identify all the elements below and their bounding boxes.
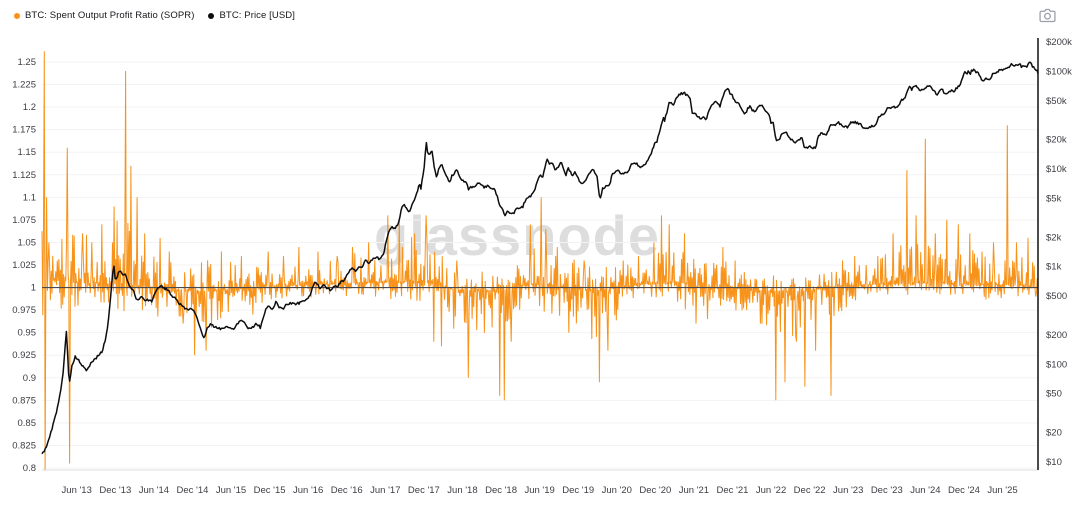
axis-tick-label: Jun '15 — [216, 485, 246, 496]
axis-tick-label: Dec '18 — [485, 485, 517, 496]
axis-tick-label: Jun '20 — [602, 485, 632, 496]
axis-tick-label: $1k — [1046, 262, 1062, 273]
axis-tick-label: Jun '25 — [987, 485, 1017, 496]
axis-tick-label: $200 — [1046, 330, 1067, 341]
sopr-series-dot-icon — [14, 12, 20, 19]
sopr-series-line — [41, 51, 1039, 471]
axis-tick-label: $100 — [1046, 359, 1067, 370]
axis-tick-label: $200k — [1046, 37, 1072, 48]
axis-tick-label: Jun '22 — [756, 485, 786, 496]
axis-tick-label: Jun '13 — [62, 485, 92, 496]
axis-tick-label: Dec '13 — [99, 485, 131, 496]
axis-tick-label: 0.8 — [23, 463, 36, 474]
legend-label-sopr: BTC: Spent Output Profit Ratio (SOPR) — [25, 10, 195, 21]
axis-tick-label: 1.2 — [23, 102, 36, 113]
axis-tick-label: $5k — [1046, 193, 1062, 204]
axis-tick-label: $500 — [1046, 291, 1067, 302]
axis-tick-label: 1.025 — [12, 260, 36, 271]
glassnode-watermark: glassnode — [374, 204, 660, 267]
axis-tick-label: $50k — [1046, 96, 1067, 107]
legend-item-sopr[interactable]: BTC: Spent Output Profit Ratio (SOPR) — [14, 10, 194, 21]
axis-tick-label: Dec '23 — [871, 485, 903, 496]
camera-icon — [1039, 8, 1056, 26]
axis-tick-label: 1.075 — [12, 215, 36, 226]
axis-tick-label: Jun '14 — [139, 485, 169, 496]
axis-tick-label: 1.1 — [23, 192, 36, 203]
axis-tick-label: 1 — [31, 283, 36, 294]
axis-tick-label: 1.175 — [12, 125, 36, 136]
axis-tick-label: 0.875 — [12, 395, 36, 406]
axis-tick-label: $100k — [1046, 66, 1072, 77]
axis-tick-label: 1.05 — [18, 237, 37, 248]
axis-tick-label: Dec '22 — [794, 485, 826, 496]
axis-tick-label: 0.95 — [18, 328, 37, 339]
axis-tick-label: 0.85 — [18, 418, 37, 429]
axis-tick-label: $50 — [1046, 389, 1062, 400]
axis-tick-label: Dec '21 — [717, 485, 749, 496]
axis-tick-label: Jun '23 — [833, 485, 863, 496]
chart-legend: BTC: Spent Output Profit Ratio (SOPR) BT… — [14, 10, 295, 21]
axis-tick-label: $10k — [1046, 164, 1067, 175]
axis-tick-label: Dec '16 — [331, 485, 363, 496]
axis-tick-label: 0.925 — [12, 350, 36, 361]
axis-tick-label: $20k — [1046, 135, 1067, 146]
axis-tick-label: $10 — [1046, 457, 1062, 468]
axis-tick-label: Dec '24 — [948, 485, 980, 496]
axis-tick-label: Jun '17 — [370, 485, 400, 496]
axis-tick-label: Dec '20 — [639, 485, 671, 496]
axis-tick-label: 0.975 — [12, 305, 36, 316]
axis-tick-label: Jun '19 — [524, 485, 554, 496]
axis-tick-label: Jun '18 — [447, 485, 477, 496]
axis-tick-label: Dec '19 — [562, 485, 594, 496]
price-series-line — [41, 61, 1039, 455]
axis-tick-label: 1.15 — [18, 147, 37, 158]
axis-tick-label: 1.25 — [18, 57, 37, 68]
axis-tick-label: 0.9 — [23, 373, 36, 384]
axis-tick-label: Dec '15 — [254, 485, 286, 496]
legend-item-price[interactable]: BTC: Price [USD] — [208, 10, 295, 21]
axis-tick-label: 0.825 — [12, 440, 36, 451]
axis-tick-label: Dec '14 — [176, 485, 208, 496]
axis-tick-label: Dec '17 — [408, 485, 440, 496]
screenshot-camera-button[interactable] — [1037, 6, 1058, 28]
axis-tick-label: Jun '21 — [679, 485, 709, 496]
axis-tick-label: 1.125 — [12, 170, 36, 181]
axis-tick-label: $20 — [1046, 428, 1062, 439]
axis-tick-label: $2k — [1046, 232, 1062, 243]
legend-label-price: BTC: Price [USD] — [219, 10, 295, 21]
price-series-dot-icon — [208, 12, 215, 19]
axis-tick-label: 1.225 — [12, 80, 36, 91]
axis-tick-label: Jun '24 — [910, 485, 940, 496]
axis-tick-label: Jun '16 — [293, 485, 323, 496]
